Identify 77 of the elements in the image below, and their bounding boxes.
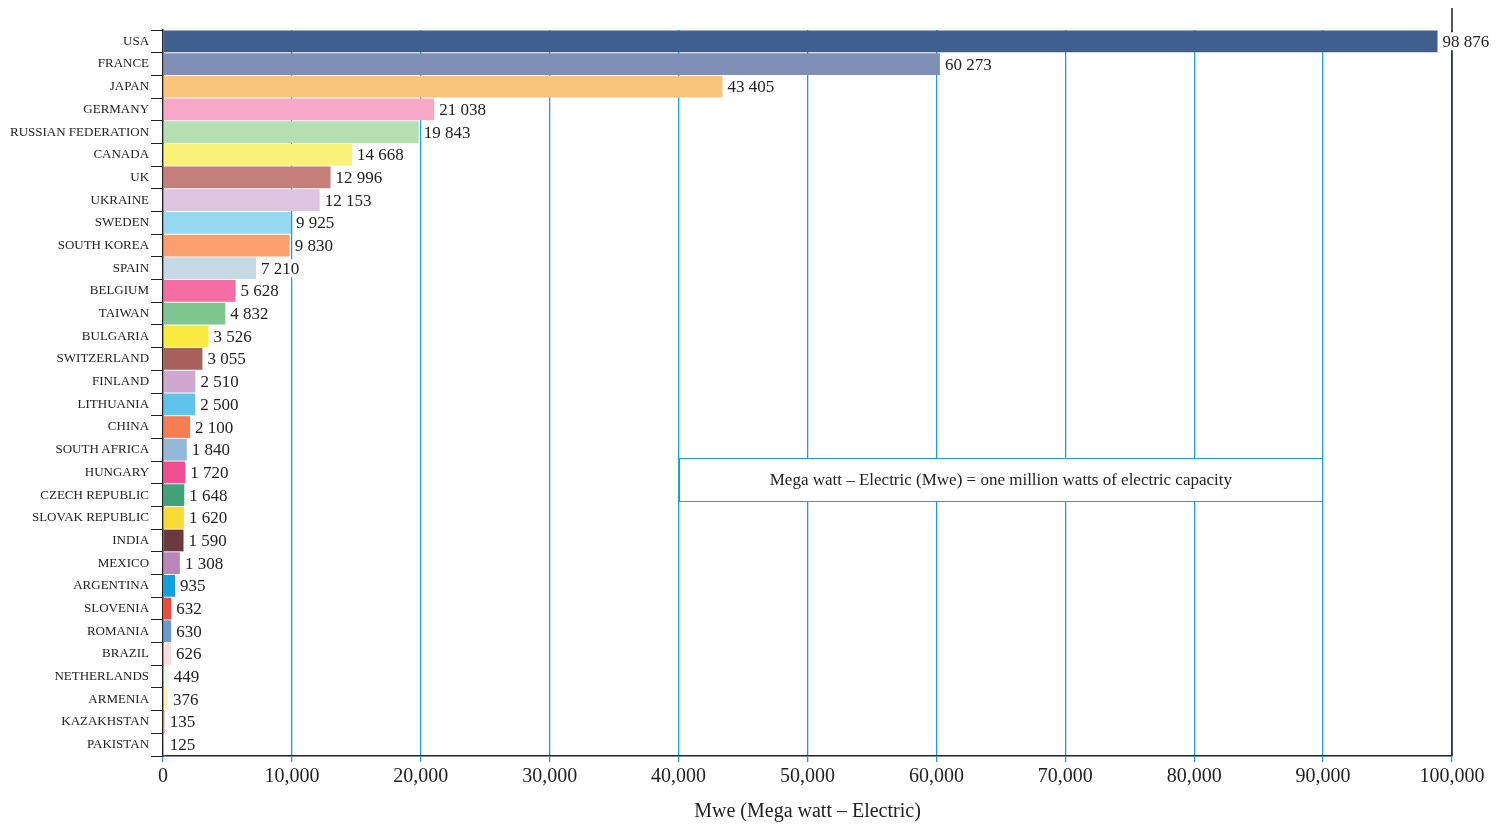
y-tick-label: LITHUANIA [77,395,150,411]
data-label: 449 [173,667,200,687]
data-label: 2 500 [200,394,239,414]
data-label: 935 [180,576,206,596]
data-label: 98 876 [1442,31,1490,51]
x-tick-label: 40,000 [651,764,707,787]
data-label: 43 405 [727,77,775,97]
x-tick-label: 20,000 [393,764,449,787]
data-label: 19 843 [423,122,471,142]
y-tick-label: ROMANIA [86,622,150,638]
y-tick-label: FRANCE [97,55,150,71]
y-tick-label: SOUTH AFRICA [55,441,150,457]
data-label: 3 526 [213,326,252,346]
data-label: 1 840 [191,440,231,460]
data-label: 9 925 [295,213,335,233]
y-tick-label: ARMENIA [88,690,150,706]
data-label: 1 720 [190,462,229,482]
y-tick-label: SLOVAK REPUBLIC [31,509,150,525]
y-tick-label: USA [123,32,150,48]
y-tick-label: ARGENTINA [73,577,150,593]
data-label: 2 510 [200,372,239,392]
y-tick-label: KAZAKHSTAN [61,713,150,729]
y-tick-label: CZECH REPUBLIC [40,486,150,502]
x-tick-label: 30,000 [522,764,578,787]
data-label: 21 038 [439,99,486,119]
y-tick-label: SWEDEN [94,214,150,230]
data-label: 1 308 [184,553,224,573]
data-label: 12 996 [335,167,383,187]
y-tick-label: NETHERLANDS [54,668,150,684]
y-tick-label: SPAIN [112,259,150,275]
annotation: Mega watt – Electric (Mwe) = one million watts of electric capacity [769,470,1232,491]
x-tick-label: 90,000 [1295,764,1351,787]
y-tick-label: CHINA [107,418,150,434]
x-tick-label: 0 [158,764,169,787]
y-tick-label: SLOVENIA [84,599,150,615]
y-tick-label: INDIA [112,531,150,547]
data-label: 1 620 [188,508,228,528]
data-label: 4 832 [230,304,269,324]
data-label: 3 055 [207,349,246,369]
data-label: 376 [172,689,199,709]
x-tick-label: 60,000 [908,764,964,787]
y-tick-label: PAKISTAN [86,736,150,752]
data-label: 2 100 [195,417,234,437]
data-label: 1 648 [189,485,228,505]
data-label: 14 668 [357,145,404,165]
y-tick-label: UK [130,168,150,184]
data-label: 60 273 [944,54,992,74]
data-label: 7 210 [260,258,300,278]
data-label: 626 [176,644,202,664]
y-tick-label: RUSSIAN FEDERATION [9,123,150,139]
x-tick-label: 80,000 [1166,764,1222,787]
y-tick-label: GERMANY [83,100,150,116]
data-label: 9 830 [294,236,333,255]
data-label: 630 [176,621,202,641]
data-label: 125 [169,735,196,755]
x-axis-title: Mwe (Mega watt – Electric) [694,799,921,823]
data-label: 5 628 [240,281,279,301]
x-tick-label: 70,000 [1037,764,1093,787]
data-label: 135 [169,712,196,732]
y-tick-label: FINLAND [91,373,150,389]
y-tick-label: MEXICO [97,554,150,570]
y-tick-label: SWITZERLAND [56,350,150,366]
data-label: 632 [176,599,202,618]
y-tick-label: TAIWAN [98,305,150,321]
y-tick-label: UKRAINE [90,191,150,207]
y-tick-label: BELGIUM [89,282,150,298]
y-tick-label: CANADA [93,146,150,162]
x-tick-label: 10,000 [264,764,320,787]
y-tick-label: HUNGARY [84,463,150,479]
data-label: 1 590 [188,530,227,550]
x-tick-label: 50,000 [780,764,836,787]
x-tick-label: 100,000 [1419,764,1485,787]
y-tick-label: JAPAN [109,78,150,94]
data-label: 12 153 [324,190,372,210]
y-tick-label: BULGARIA [81,327,150,343]
y-tick-label: SOUTH KOREA [57,236,150,252]
y-tick-label: BRAZIL [102,645,150,661]
